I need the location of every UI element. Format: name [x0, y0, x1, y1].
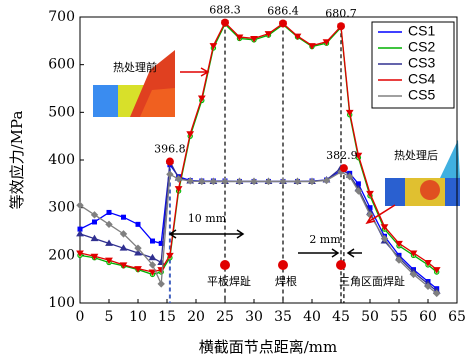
x-tick-label: 10 — [129, 309, 147, 325]
arrow — [170, 230, 243, 238]
y-tick-label: 200 — [48, 247, 75, 263]
x-tick-label: 20 — [187, 309, 205, 325]
x-tick-label: 5 — [105, 309, 114, 325]
location-dot — [220, 260, 230, 270]
x-tick-label: 30 — [245, 309, 263, 325]
location-dot — [278, 260, 288, 270]
x-tick-label: 40 — [303, 309, 321, 325]
peak-label: 688.3 — [209, 4, 241, 17]
peak-label: 382.9 — [326, 149, 358, 162]
arrow — [298, 249, 362, 257]
arrow — [180, 68, 208, 76]
marker — [158, 281, 164, 287]
legend-label: CS4 — [408, 71, 435, 87]
annotation: 三角区面焊趾 — [339, 274, 405, 288]
y-tick-label: 300 — [48, 200, 75, 216]
y-tick-label: 500 — [48, 104, 75, 120]
marker — [122, 215, 126, 219]
peak-dot — [221, 19, 229, 27]
y-tick-label: 100 — [48, 295, 75, 311]
x-tick-label: 45 — [332, 309, 350, 325]
y-tick-label: 600 — [48, 57, 75, 73]
annotation: 焊根 — [275, 274, 297, 288]
x-tick-label: 50 — [361, 309, 379, 325]
x-tick-label: 55 — [390, 309, 408, 325]
marker — [151, 239, 155, 243]
y-tick-label: 400 — [48, 152, 75, 168]
x-tick-label: 15 — [158, 309, 176, 325]
annotation: 平板焊趾 — [207, 274, 251, 288]
legend-label: CS2 — [408, 39, 435, 55]
annotation: 10 mm — [188, 212, 227, 225]
peak-dot — [337, 22, 345, 30]
legend-label: CS5 — [408, 87, 435, 103]
marker — [136, 222, 140, 226]
chart: 横截面节点距离/mm 等效应力/MPa 0 5 10 15 20 25 30 35 40 45 50… — [0, 0, 469, 362]
peak-dot — [166, 158, 174, 166]
peak-label: 680.7 — [325, 7, 357, 20]
x-tick-label: 35 — [274, 309, 292, 325]
location-dot — [336, 260, 346, 270]
x-tick-label: 25 — [216, 309, 234, 325]
y-tick-label: 700 — [48, 9, 75, 25]
marker — [77, 231, 83, 236]
peak-dot — [279, 19, 287, 27]
marker — [167, 171, 173, 177]
marker — [93, 220, 97, 224]
marker — [107, 210, 111, 214]
x-axis-label: 横截面节点距离/mm — [199, 338, 338, 356]
peak-label: 396.8 — [154, 143, 186, 156]
x-tick-label: 60 — [419, 309, 437, 325]
y-axis-label: 等效应力/MPa — [8, 111, 26, 210]
annotation: 热处理后 — [394, 149, 438, 162]
legend-label: CS3 — [408, 55, 435, 71]
x-tick-label: 65 — [448, 309, 466, 325]
annotation: 2 mm — [309, 233, 341, 246]
peak-dot — [340, 164, 348, 172]
peak-label: 686.4 — [267, 4, 299, 17]
legend-label: CS1 — [408, 23, 435, 39]
annotation: 热处理前 — [113, 60, 157, 74]
x-tick-label: 0 — [76, 309, 85, 325]
